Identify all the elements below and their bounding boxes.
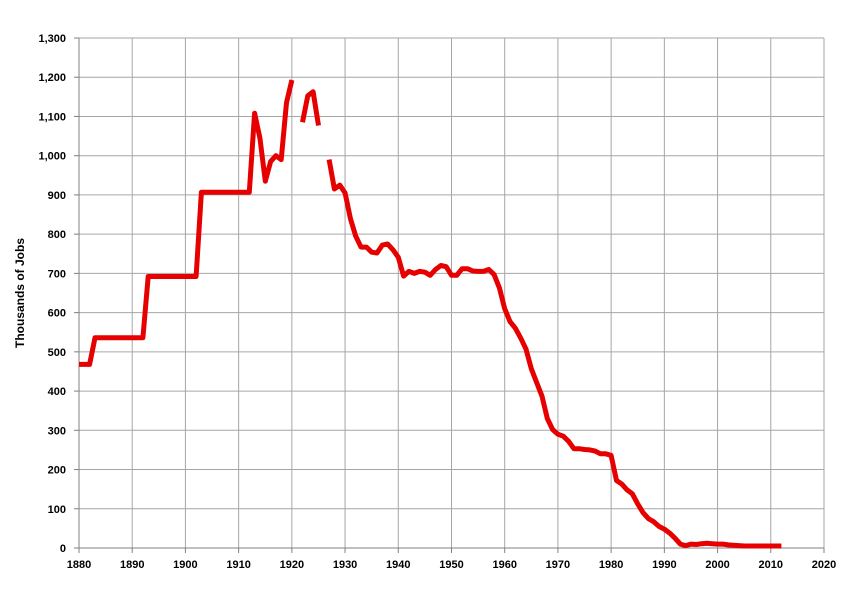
y-tick-label: 0 (60, 543, 66, 555)
series-line (326, 159, 782, 549)
x-tick-label: 1950 (439, 559, 463, 571)
y-tick-label: 600 (48, 308, 66, 320)
y-axis-title: Thousands of Jobs (13, 238, 27, 348)
x-tick-label: 2000 (705, 559, 729, 571)
axes (74, 37, 825, 553)
y-tick-label: 100 (48, 504, 66, 516)
x-tick-label: 1930 (333, 559, 357, 571)
x-tick-label: 1880 (67, 559, 91, 571)
gridlines (78, 37, 825, 548)
x-tick-label: 1960 (492, 559, 516, 571)
y-tick-labels: 0 100 200 300 400 500 600 700 800 900 1,000 1,100 1,… (38, 33, 66, 555)
x-tick-label: 1900 (173, 559, 197, 571)
y-tick-label: 700 (48, 268, 66, 280)
y-tick-label: 300 (48, 425, 66, 437)
x-tick-label: 1980 (599, 559, 623, 571)
y-tick-label: 500 (48, 347, 66, 359)
y-tick-label: 800 (48, 229, 66, 241)
x-tick-label: 1920 (280, 559, 304, 571)
x-tick-labels: 1880 1890 1900 1910 1920 1930 1940 1950 1960 1970… (67, 559, 836, 571)
x-tick-label: 2010 (759, 559, 783, 571)
x-tick-label: 1940 (386, 559, 410, 571)
y-tick-label: 400 (48, 386, 66, 398)
series-line (79, 79, 295, 367)
y-tick-label: 900 (48, 190, 66, 202)
y-tick-label: 1,000 (38, 151, 66, 163)
x-tick-label: 1910 (226, 559, 250, 571)
y-tick-label: 200 (48, 465, 66, 477)
series-group (79, 79, 782, 549)
x-tick-label: 1990 (652, 559, 676, 571)
series-line (300, 89, 321, 126)
y-tick-label: 1,100 (38, 111, 66, 123)
x-tick-label: 1890 (120, 559, 144, 571)
y-tick-label: 1,200 (38, 72, 66, 84)
x-tick-label: 2020 (812, 559, 836, 571)
x-tick-label: 1970 (546, 559, 570, 571)
y-tick-label: 1,300 (38, 33, 66, 45)
